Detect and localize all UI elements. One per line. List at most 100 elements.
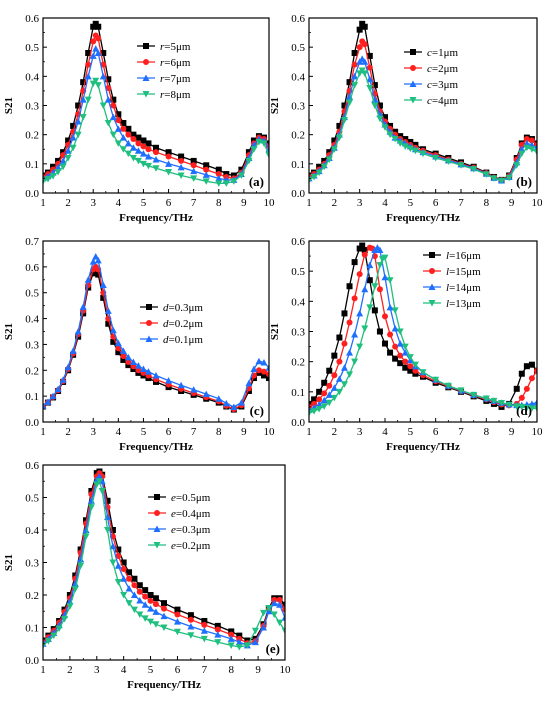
data-point — [80, 79, 87, 86]
data-point — [177, 163, 185, 171]
data-point — [330, 384, 338, 391]
data-point — [260, 359, 268, 366]
data-point — [100, 61, 107, 68]
series-a-3 — [43, 45, 269, 183]
x-tick-label: 1 — [306, 426, 312, 438]
data-point — [396, 328, 404, 335]
data-point — [160, 612, 168, 620]
data-point — [392, 355, 399, 362]
data-point — [366, 277, 373, 284]
data-point — [43, 178, 47, 185]
y-tick-label: 0.4 — [291, 296, 305, 308]
panel-label: (a) — [249, 174, 264, 189]
legend-variable: l — [446, 298, 449, 310]
data-point — [165, 377, 173, 384]
data-point — [94, 256, 102, 264]
data-point — [341, 102, 348, 109]
legend-marker — [146, 320, 152, 326]
data-point — [136, 582, 143, 589]
series-d-4 — [309, 254, 537, 417]
data-point — [215, 166, 222, 173]
series-line — [309, 69, 537, 182]
data-point — [366, 64, 373, 71]
data-point — [152, 165, 160, 172]
data-point — [115, 117, 122, 124]
legend-entry: e=0.2μm — [171, 540, 211, 552]
x-tick-label: 5 — [408, 197, 414, 209]
y-tick-label: 0.0 — [291, 417, 305, 429]
data-point — [119, 347, 127, 354]
plot-frame — [308, 240, 538, 423]
y-tick-label: 0.6 — [291, 236, 305, 248]
data-point — [105, 85, 112, 91]
data-point — [92, 77, 100, 85]
data-point — [505, 401, 513, 409]
data-point — [401, 349, 409, 356]
data-point — [340, 117, 348, 124]
data-point — [316, 388, 323, 395]
x-tick-label: 2 — [332, 426, 338, 438]
x-tick-label: 7 — [191, 426, 197, 438]
data-point — [270, 611, 278, 618]
data-point — [528, 375, 535, 382]
data-point — [215, 171, 222, 178]
data-point — [321, 379, 328, 386]
data-point — [361, 23, 368, 30]
data-point — [110, 96, 117, 103]
y-tick-label: 0.0 — [25, 417, 39, 429]
data-point — [99, 281, 107, 288]
data-point — [135, 140, 142, 147]
data-point — [152, 371, 160, 379]
series-b-4 — [309, 67, 537, 185]
data-point — [419, 150, 427, 158]
y-axis-title: S21 — [3, 97, 15, 114]
legend-marker — [409, 80, 417, 87]
y-tick-label: 0.6 — [291, 13, 305, 25]
y-tick-label: 0.2 — [25, 590, 39, 602]
legend-entry: e=0.5μm — [171, 492, 211, 504]
data-point — [77, 562, 85, 570]
data-point — [215, 395, 223, 402]
data-point — [351, 72, 359, 80]
data-point — [109, 326, 117, 334]
data-point — [371, 82, 378, 89]
data-point — [361, 247, 368, 254]
x-tick-label: 7 — [458, 426, 464, 438]
data-point — [366, 52, 373, 59]
data-point — [119, 146, 127, 153]
x-tick-label: 6 — [166, 426, 172, 438]
data-point — [444, 382, 452, 390]
data-point — [331, 137, 338, 144]
legend-value: =15μm — [449, 266, 481, 278]
data-point — [351, 50, 358, 56]
x-tick-label: 2 — [65, 426, 71, 438]
data-point — [227, 642, 235, 649]
data-point — [356, 343, 364, 351]
data-point — [331, 352, 338, 359]
x-tick-label: 8 — [216, 426, 222, 438]
y-tick-label: 0.1 — [291, 159, 305, 171]
y-tick-label: 0.5 — [25, 493, 39, 505]
data-point — [432, 376, 440, 384]
y-tick-label: 0.5 — [25, 42, 39, 54]
data-point — [315, 401, 323, 408]
data-point — [124, 353, 132, 361]
data-point — [144, 153, 152, 160]
data-point — [109, 527, 116, 533]
data-point — [109, 131, 117, 139]
data-point — [366, 304, 374, 311]
data-point — [98, 488, 106, 495]
data-point — [222, 180, 230, 187]
legend-variable: l — [446, 266, 449, 278]
data-point — [65, 137, 72, 144]
x-tick-label: 3 — [357, 426, 363, 438]
chart-panel-b: 1 2 3 4 5 6 7 8 9 10 0.0 0.1 0.2 0.3 0.4 0.5 0.6 Frequenc… — [269, 13, 543, 224]
data-point — [351, 82, 359, 89]
legend-value: =16μm — [449, 250, 481, 262]
data-point — [74, 118, 82, 125]
x-tick-label: 4 — [121, 664, 127, 676]
series-line — [309, 256, 537, 414]
data-point — [95, 478, 103, 485]
data-point — [69, 134, 77, 141]
